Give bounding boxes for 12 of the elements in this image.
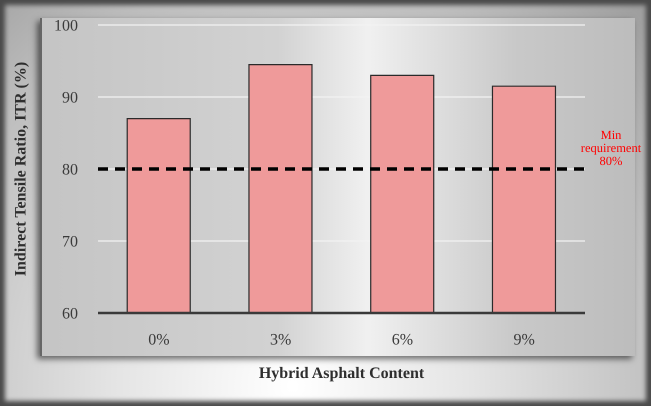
x-axis-title: Hybrid Asphalt Content	[258, 365, 425, 382]
y-tick-label: 80	[62, 162, 78, 179]
x-tick-label: 0%	[148, 331, 170, 348]
x-tick-label: 3%	[270, 331, 292, 348]
y-axis-title: Indirect Tensile Ratio, ITR (%)	[12, 62, 30, 276]
y-tick-label: 70	[62, 234, 78, 251]
y-tick-label: 60	[62, 306, 78, 323]
ref-line-label: Min requirement 80%	[580, 128, 642, 168]
x-tick-label: 9%	[513, 331, 535, 348]
x-tick-label: 6%	[392, 331, 414, 348]
y-tick-label: 100	[54, 18, 78, 35]
y-tick-label: 90	[62, 90, 78, 107]
